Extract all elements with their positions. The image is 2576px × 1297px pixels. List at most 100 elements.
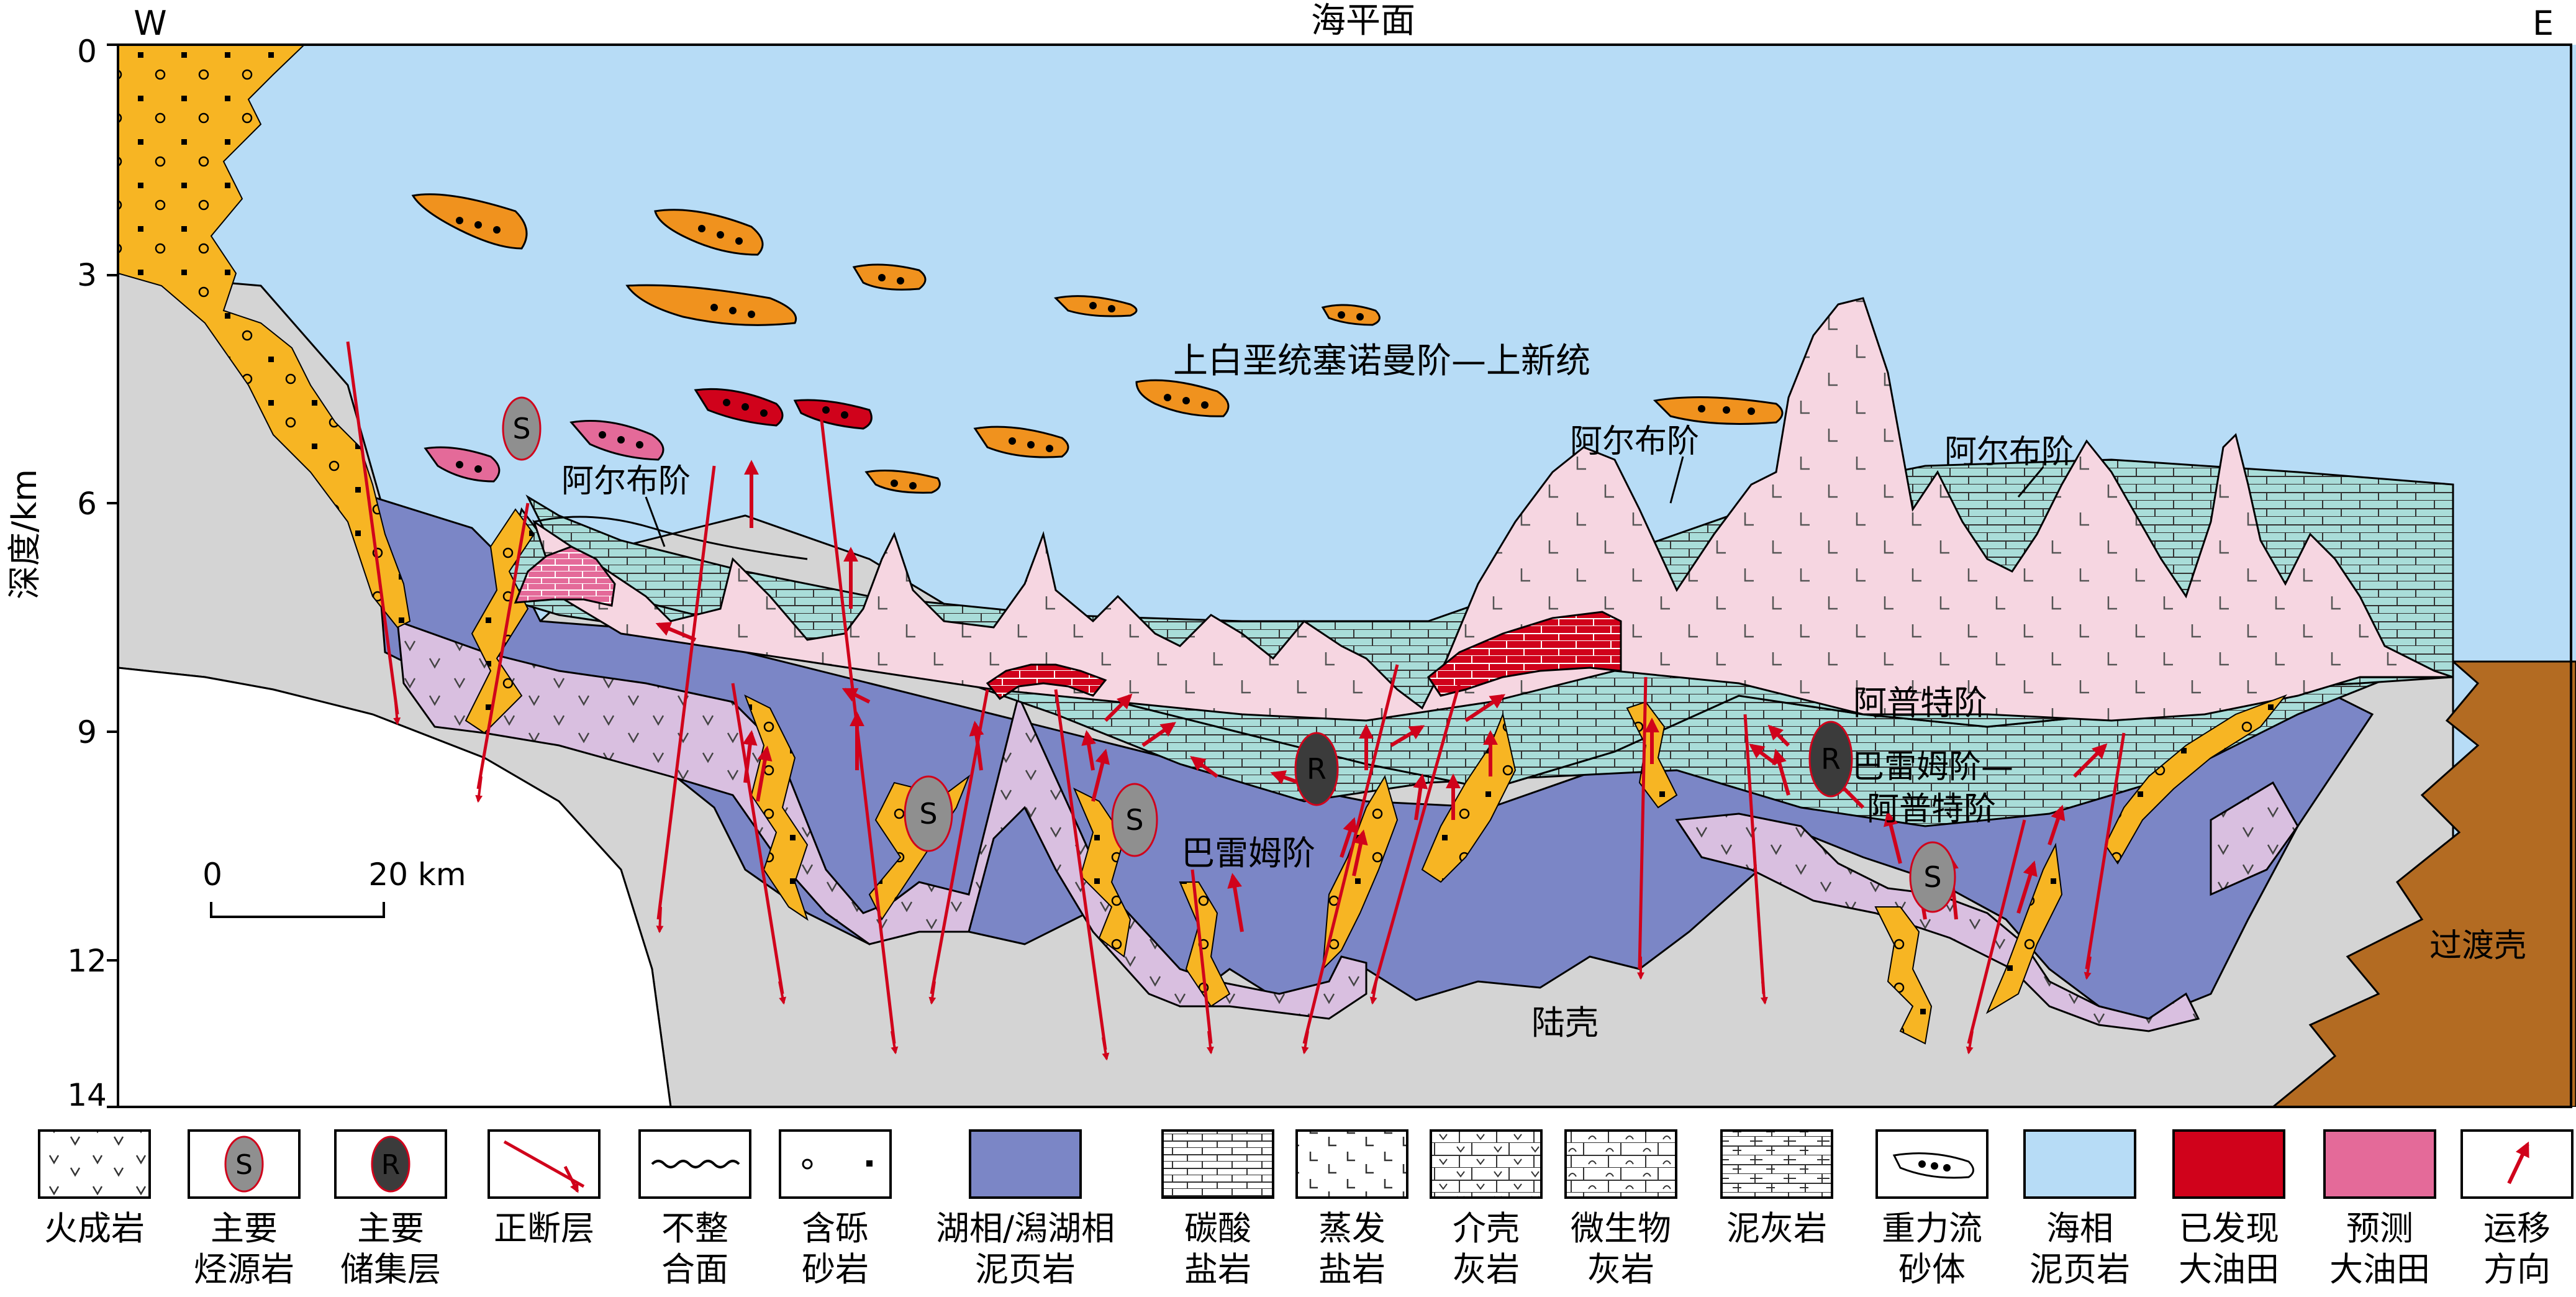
source-rock (904, 775, 953, 852)
turbidite-body (411, 193, 528, 250)
fault-ticks (393, 695, 2092, 1061)
depth-tick: 12 (67, 943, 107, 979)
leader-lines (645, 456, 2044, 547)
igneous-rock-east (1675, 812, 2200, 1032)
migration-arrow (1081, 730, 1096, 771)
migration-arrow (1749, 744, 1777, 766)
turbidite-body (654, 209, 764, 256)
migration-arrow (969, 721, 984, 771)
depth-tick: 6 (77, 486, 97, 522)
legend-item-turbidite: 重力流 砂体 (1875, 1129, 1989, 1289)
source-rock (1909, 841, 1956, 913)
migration-arrow (1104, 693, 1133, 722)
legend: 火成岩 S 主要 烃源岩 R 主要 储集层 正断层 不整 (38, 1129, 2574, 1289)
svg-text:R: R (381, 1149, 401, 1181)
legend-label: 重力流 (1882, 1209, 1982, 1248)
igneous-rock-east2 (2210, 781, 2299, 896)
depth-tick: 0 (77, 34, 97, 70)
reservoir (1294, 732, 1339, 806)
svg-text:S: S (235, 1149, 253, 1181)
legend-item-marl: 泥灰岩 (1720, 1129, 1833, 1248)
legend-item-lacustrine: 湖相/潟湖相 泥页岩 (936, 1129, 1115, 1289)
source-rocks: S S S S (502, 396, 1956, 913)
source-rock (502, 396, 542, 461)
legend-label: 烃源岩 (194, 1250, 294, 1289)
normal-faults (346, 341, 2126, 1050)
legend-label: 海相 (2046, 1209, 2113, 1248)
migration-arrow (1141, 722, 1176, 747)
label-albian-mid: 阿尔布阶 (1570, 423, 1699, 460)
oil-turbidite (694, 388, 784, 427)
source-mark: S (1923, 860, 1941, 894)
legend-item-source: S 主要 烃源岩 (188, 1129, 301, 1289)
migration-arrow (841, 688, 871, 704)
evaporite-salt (532, 297, 2454, 722)
migration-arrow (1464, 694, 1505, 722)
label-barremian-aptian-2: 阿普特阶 (1867, 791, 1996, 828)
sand-wedge-9 (1874, 906, 1933, 1045)
sand-wedge-11 (2104, 694, 2288, 865)
legend-item-discovered: 已发现 大油田 (2172, 1129, 2285, 1289)
legend-label: 介壳 (1453, 1209, 1520, 1248)
reservoir-mark: R (1307, 752, 1327, 786)
turbidite-body (1321, 304, 1381, 326)
predicted-turbidite (569, 420, 664, 461)
scale-label: 20 km (368, 857, 466, 893)
migration-arrow (2072, 743, 2108, 778)
legend-label: 泥页岩 (2030, 1250, 2130, 1289)
legend-label: 已发现 (2179, 1209, 2279, 1248)
turbidite-dots (456, 217, 1755, 489)
legend-item-marine: 海相 泥页岩 (2023, 1129, 2136, 1289)
legend-label: 砂岩 (802, 1250, 869, 1289)
source-mark: S (1125, 803, 1143, 837)
legend-label: 合面 (661, 1250, 728, 1289)
legend-item-microbial: 微生物 灰岩 (1564, 1129, 1677, 1289)
predicted-oil-field (514, 545, 616, 607)
label-barremian-aptian-1: 巴雷姆阶— (1852, 749, 2013, 786)
turbidite-body (1653, 396, 1784, 425)
legend-label: 火成岩 (44, 1209, 145, 1248)
scale-zero: 0 (202, 857, 222, 893)
legend-item-igneous: 火成岩 (38, 1129, 151, 1248)
legend-label: 预测 (2346, 1209, 2413, 1248)
legend-label: 储集层 (340, 1250, 441, 1289)
transitional-crust (2271, 660, 2576, 1107)
migration-arrow (1772, 749, 1790, 796)
legend-label: 灰岩 (1587, 1250, 1654, 1289)
depth-tick: 14 (67, 1077, 107, 1113)
east-marker: E (2533, 4, 2554, 43)
turbidite-body (973, 426, 1069, 458)
legend-label: 主要 (211, 1209, 278, 1248)
legend-label: 大油田 (2329, 1250, 2430, 1289)
legend-label: 砂体 (1898, 1250, 1966, 1289)
unconformity-line (533, 516, 808, 560)
sand-wedge-10 (1985, 842, 2063, 1014)
legend-label: 微生物 (1571, 1209, 1671, 1248)
section-body: S S S S R R 上白垩统塞诺曼阶—上新统 阿尔布阶 阿尔布阶 阿尔布阶 … (118, 45, 2576, 1107)
sand-west-margin (118, 45, 411, 629)
west-marker: W (134, 4, 166, 43)
oil-field-east (1426, 611, 1622, 697)
migration-arrow (1091, 749, 1110, 802)
legend-label: 灰岩 (1453, 1250, 1520, 1289)
label-albian-east: 阿尔布阶 (1944, 434, 2074, 471)
migration-arrow (1390, 725, 1425, 747)
legend-label: 方向 (2483, 1250, 2551, 1289)
label-upper-cretaceous: 上白垩统塞诺曼阶—上新统 (1173, 341, 1590, 381)
migration-arrow (1352, 829, 1368, 876)
migration-arrow (1767, 724, 1790, 747)
legend-label: 泥灰岩 (1726, 1209, 1827, 1248)
legend-label: 不整 (661, 1209, 728, 1248)
migration-arrow (756, 745, 773, 802)
migration-arrow (1340, 817, 1358, 858)
reservoir-mark: R (1821, 742, 1841, 776)
depth-tick: 3 (77, 257, 97, 293)
legend-item-reservoir: R 主要 储集层 (334, 1129, 447, 1289)
migration-arrow (1227, 873, 1244, 932)
label-transitional-crust: 过渡壳 (2429, 927, 2526, 965)
legend-item-unconformity: 不整 合面 (638, 1129, 751, 1289)
reservoirs: R R (1294, 721, 1853, 806)
red-oil-bodies (694, 388, 873, 430)
section-frame (117, 43, 2572, 1108)
